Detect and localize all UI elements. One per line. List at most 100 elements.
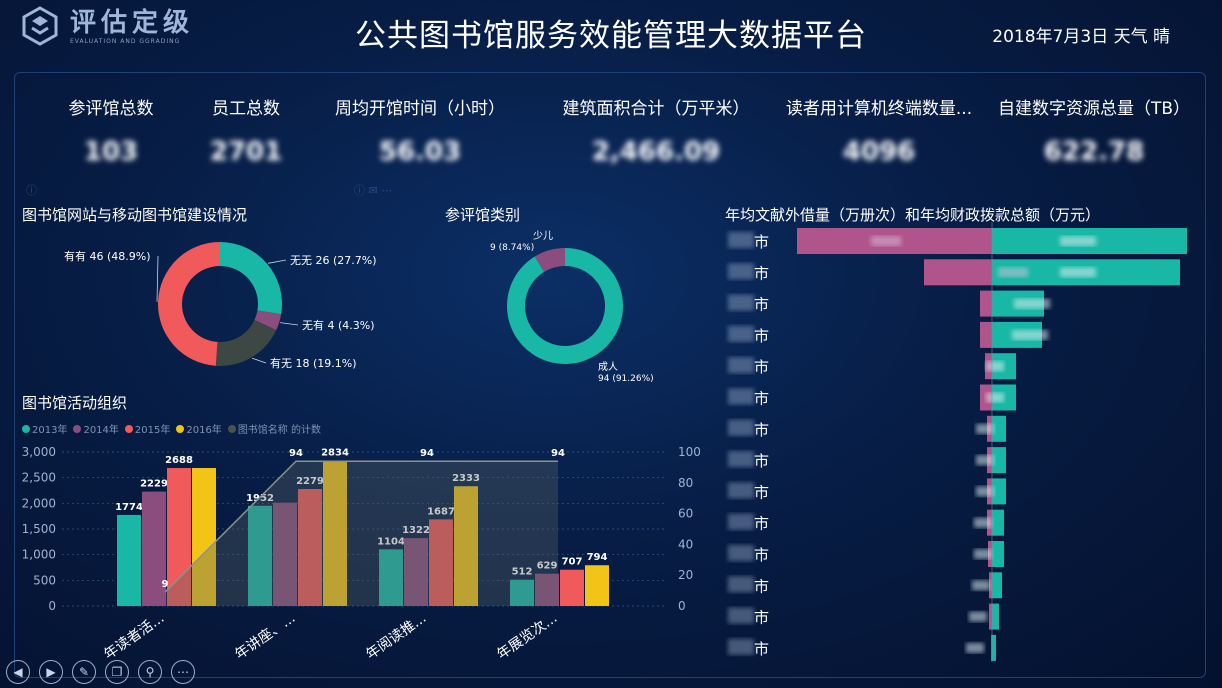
bar[interactable] [323, 460, 347, 606]
y2-tick-label: 20 [678, 568, 693, 582]
bar[interactable] [248, 505, 272, 606]
label-leader-line [280, 322, 299, 326]
bar[interactable] [192, 468, 216, 606]
kpi-value: 56.03 [378, 137, 462, 167]
prev-icon[interactable]: ◀ [6, 660, 30, 684]
next-icon[interactable]: ▶ [39, 660, 63, 684]
donut-slice[interactable] [534, 248, 565, 272]
bar-value-label: 2333 [452, 473, 480, 484]
funding-bar[interactable] [992, 415, 1006, 442]
loan-bar[interactable] [989, 603, 992, 630]
funding-value-label [976, 486, 994, 497]
pen-icon[interactable]: ✎ [72, 660, 96, 684]
y-tick-label: 1,500 [22, 522, 56, 536]
count-line[interactable] [164, 460, 558, 593]
label-leader-line [156, 255, 159, 302]
legend-dot [22, 424, 30, 433]
bottom-toolbar: ◀ ▶ ✎ ❐ ⚲ ⋯ [6, 660, 204, 684]
funding-value-label [972, 580, 990, 591]
legend-label: 图书馆名称 的计数 [237, 425, 321, 436]
bar[interactable] [510, 579, 534, 606]
legend-item[interactable]: 2013年 [22, 421, 67, 436]
city-name-blurred [728, 325, 754, 342]
legend-item[interactable]: 2016年 [176, 421, 222, 436]
bar-value-label: 2229 [140, 479, 168, 490]
legend-item[interactable]: 2015年 [124, 421, 170, 436]
bar[interactable] [560, 569, 584, 606]
bar-value-label: 2834 [321, 448, 349, 459]
info-icon[interactable]: ⓘ ✉ ⋯ [354, 184, 393, 197]
kpi-hours: 周均开馆时间（小时） 56.03 [320, 94, 520, 167]
count-area [165, 461, 558, 606]
funding-bar[interactable] [992, 509, 1004, 536]
loan-bar[interactable] [924, 259, 992, 286]
bar[interactable] [454, 486, 478, 606]
donut-slice[interactable] [158, 242, 220, 366]
city-name-blurred [728, 232, 754, 248]
loan-bar[interactable] [991, 634, 992, 661]
loan-bar[interactable] [980, 290, 992, 317]
x-tick-label: 年读者活... [101, 609, 168, 663]
bar[interactable] [273, 502, 297, 606]
funding-value-label [986, 392, 1004, 403]
funding-value-label [1012, 329, 1048, 340]
website-donut-chart: 无无 26 (27.7%) 无有 4 (4.3%) 有无 18 (19.1%) 有有 … [64, 242, 377, 370]
funding-value-label [974, 517, 992, 528]
donut-slice[interactable] [507, 248, 623, 364]
kpi-value: 103 [83, 137, 139, 167]
logo-icon [22, 6, 58, 46]
bar-value-label: 1322 [402, 525, 430, 536]
city-name-blurred [728, 388, 754, 405]
donut-slice[interactable] [215, 319, 277, 366]
loan-bar[interactable] [989, 572, 992, 599]
bar[interactable] [298, 489, 322, 606]
info-icon[interactable]: ⓘ [26, 184, 37, 197]
y2-tick-label: 40 [678, 537, 693, 551]
section-title-category: 参评馆类别 [445, 206, 521, 224]
bar[interactable] [585, 565, 609, 606]
line-value-label: 94 [289, 448, 303, 459]
kpi-terminals: 读者用计算机终端数量... 4096 [778, 94, 980, 167]
city-name-blurred [728, 294, 754, 311]
bar[interactable] [429, 519, 453, 606]
kpi-label: 员工总数 [212, 99, 280, 119]
bar[interactable] [535, 573, 559, 606]
legend-item[interactable]: 图书馆名称 的计数 [227, 421, 321, 436]
funding-bar[interactable] [992, 478, 1006, 505]
bar-value-label: 2279 [296, 476, 324, 487]
zoom-icon[interactable]: ⚲ [138, 660, 162, 684]
more-icon[interactable]: ⋯ [171, 660, 195, 684]
bar[interactable] [117, 514, 141, 606]
funding-bar[interactable] [992, 603, 999, 630]
donut-slice[interactable] [254, 310, 282, 331]
bar[interactable] [404, 538, 428, 606]
loan-bar[interactable] [980, 321, 992, 348]
funding-bar[interactable] [992, 541, 1004, 567]
bar[interactable] [167, 468, 191, 606]
bar-value-label: 2688 [165, 455, 193, 466]
logo: 评估定级 EVALUATION AND GGRADING [20, 6, 194, 46]
funding-bar[interactable] [992, 634, 996, 661]
copy-icon[interactable]: ❐ [105, 660, 129, 684]
slice-label: 有无 18 (19.1%) [270, 356, 357, 370]
y-tick-label: 0 [48, 599, 56, 613]
donut-slice[interactable] [220, 242, 282, 315]
slice-label: 有有 46 (48.9%) [64, 249, 151, 263]
legend-item[interactable]: 2014年 [73, 421, 119, 436]
funding-bar[interactable] [992, 572, 1002, 599]
bar[interactable] [379, 549, 403, 606]
line-value-label: 9 [162, 579, 169, 590]
bar[interactable] [142, 491, 166, 606]
legend-label: 2016年 [186, 425, 222, 436]
city-label: 市 [754, 264, 769, 282]
funding-value-label [1014, 298, 1050, 309]
city-label: 市 [754, 609, 769, 627]
logo-subtitle: EVALUATION AND GGRADING [70, 37, 181, 45]
city-name-blurred [728, 263, 754, 280]
y2-tick-label: 100 [678, 445, 701, 459]
legend-dot [176, 424, 185, 433]
funding-bar[interactable] [992, 447, 1006, 474]
kpi-value: 622.78 [1043, 137, 1145, 167]
